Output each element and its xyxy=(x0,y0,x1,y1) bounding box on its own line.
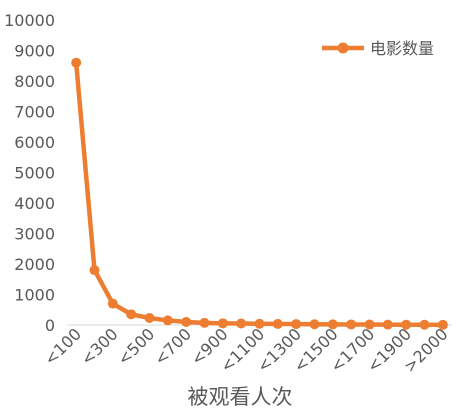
y-tick-label: 10000 xyxy=(4,11,55,30)
y-tick-label: 2000 xyxy=(14,255,55,274)
data-point xyxy=(272,318,283,329)
data-point xyxy=(89,265,100,276)
data-point xyxy=(254,318,265,329)
data-point xyxy=(181,316,192,327)
data-point xyxy=(401,319,412,330)
data-point xyxy=(236,318,247,329)
legend-marker-icon xyxy=(337,42,349,54)
data-point xyxy=(364,319,375,330)
y-tick-label: 5000 xyxy=(14,164,55,183)
y-tick-label: 6000 xyxy=(14,133,55,152)
data-point xyxy=(126,309,137,320)
data-point xyxy=(217,318,228,329)
y-tick-label: 7000 xyxy=(14,103,55,122)
y-tick-label: 1000 xyxy=(14,286,55,305)
y-tick-label: 8000 xyxy=(14,72,55,91)
data-point xyxy=(382,319,393,330)
data-point xyxy=(199,317,210,328)
data-point xyxy=(437,319,448,330)
y-tick-label: 3000 xyxy=(14,225,55,244)
x-tick-label: <500 xyxy=(114,324,159,369)
x-axis-title: 被观看人次 xyxy=(188,385,293,409)
y-tick-label: 4000 xyxy=(14,194,55,213)
legend-label: 电影数量 xyxy=(370,39,434,58)
y-tick-label: 0 xyxy=(45,316,55,335)
data-point xyxy=(346,319,357,330)
series-layer xyxy=(71,57,448,330)
y-tick-label: 9000 xyxy=(14,42,55,61)
series-line xyxy=(73,60,446,328)
data-point xyxy=(327,319,338,330)
data-point xyxy=(107,298,118,309)
data-point xyxy=(419,319,430,330)
data-point xyxy=(144,312,155,323)
data-point xyxy=(71,57,82,68)
x-tick-label: <300 xyxy=(77,324,122,369)
data-point xyxy=(162,315,173,326)
data-point xyxy=(309,319,320,330)
x-tick-label: <700 xyxy=(150,324,195,369)
legend: 电影数量 xyxy=(322,39,434,58)
data-point xyxy=(291,319,302,330)
